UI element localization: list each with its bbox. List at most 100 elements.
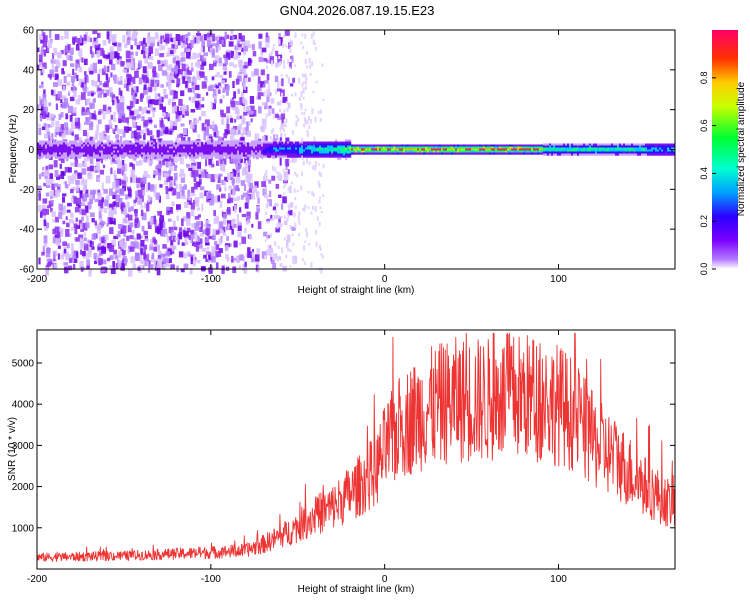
spectrogram-cell: [71, 243, 74, 251]
spectrogram-cell: [637, 153, 640, 156]
spectrogram-cell: [203, 156, 206, 159]
spectrogram-cell: [157, 250, 162, 258]
spectrogram-cell: [58, 203, 64, 211]
spectrogram-cell: [302, 81, 305, 85]
spectrogram-cell: [157, 142, 160, 145]
spectrogram-cell: [97, 142, 100, 145]
spectrogram-cell: [465, 144, 468, 147]
spectrogram-cell: [274, 241, 277, 246]
spectrogram-cell: [223, 152, 226, 155]
spectrogram-cell: [168, 83, 172, 90]
spectrogram-cell: [307, 141, 310, 144]
spectrogram-cell: [243, 152, 246, 155]
spectrogram-cell: [355, 152, 358, 155]
spectrogram-cell: [197, 156, 200, 159]
spectrogram-cell: [43, 219, 47, 227]
spectrogram-cell: [129, 148, 132, 151]
spectrogram-cell: [45, 192, 50, 197]
spectrogram-cell: [439, 148, 442, 151]
spectrogram-cell: [40, 103, 46, 111]
spectrogram-cell: [315, 141, 318, 144]
spectrogram-cell: [55, 148, 58, 151]
spectrogram-cell: [264, 173, 267, 180]
spectrogram-cell: [37, 185, 42, 189]
spectrogram-cell: [177, 146, 180, 149]
spectrogram-cell: [162, 159, 166, 166]
spectrogram-cell: [59, 156, 62, 159]
spectrogram-cell: [282, 168, 285, 172]
spectrogram-cell: [429, 150, 432, 153]
spectrogram-cell: [163, 154, 166, 157]
spectrogram-cell: [187, 150, 190, 153]
spectrogram-cell: [182, 229, 186, 237]
spectrogram-cell: [120, 61, 125, 67]
spectrogram-cell: [81, 142, 84, 145]
spectrogram-cell: [311, 149, 314, 152]
snr-background: [37, 330, 675, 569]
spectrogram-cell: [189, 156, 192, 159]
spectrogram-cell: [217, 144, 220, 147]
spectrogram-cell: [86, 108, 90, 115]
spectrogram-cell: [121, 150, 124, 153]
spectrogram-cell: [165, 71, 169, 78]
spectrogram-cell: [124, 78, 128, 84]
spectrogram-cell: [349, 139, 352, 142]
spectrogram-cell: [132, 97, 137, 103]
spectrogram-cell: [78, 48, 83, 56]
spectrogram-cell: [222, 217, 227, 225]
spectrogram-cell: [259, 152, 262, 155]
spectrogram-cell: [171, 140, 174, 143]
spectrogram-cell: [99, 148, 102, 151]
spectrogram-cell: [295, 155, 298, 158]
spectrogram-cell: [335, 139, 338, 142]
spectrogram-cell: [101, 246, 106, 254]
spectrogram-cell: [264, 239, 267, 242]
spectrogram-cell: [213, 144, 216, 147]
spectrogram-cell: [203, 146, 206, 149]
spectrogram-cell: [489, 144, 492, 147]
spectrogram-cell: [49, 148, 52, 151]
spectrogram-cell: [185, 146, 188, 149]
spectrogram-cell: [323, 141, 326, 144]
spectrogram-cell: [203, 133, 206, 141]
spectrogram-cell: [184, 231, 189, 237]
spectrogram-cell: [143, 244, 148, 250]
spectrogram-cell: [261, 142, 264, 145]
spectrogram-cell: [341, 141, 344, 144]
spectrogram-cell: [653, 149, 656, 152]
spectrogram-cell: [97, 119, 102, 125]
spectrogram-cell: [565, 153, 568, 156]
spectrogram-cell: [136, 183, 140, 189]
spectrogram-cell: [60, 36, 64, 40]
spectrogram-cell: [559, 151, 562, 154]
spectrogram-cell: [81, 144, 84, 147]
spectrogram-cell: [250, 118, 253, 123]
spectrogram-cell: [183, 252, 188, 259]
spectrogram-cell: [657, 145, 660, 148]
spectrogram-cell: [65, 154, 68, 157]
spectrogram-cell: [333, 153, 336, 156]
spectrogram-cell: [285, 158, 290, 167]
spectrogram-cell: [63, 142, 66, 145]
spectrogram-cell: [175, 106, 180, 115]
spectrogram-cell: [89, 148, 92, 151]
spectrogram-cell: [112, 194, 117, 199]
spectrogram-cell: [153, 215, 156, 221]
spectrogram-cell: [661, 149, 664, 152]
spectrogram-cell: [154, 80, 160, 84]
spectrogram-cell: [294, 196, 297, 201]
spectrogram-cell: [243, 74, 248, 78]
spectrogram-cell: [311, 145, 314, 148]
spectrogram-cell: [141, 146, 144, 149]
spectrogram-cell: [175, 144, 178, 147]
spectrogram-cell: [89, 140, 92, 143]
spectrogram-cell: [238, 33, 242, 40]
spectrogram-cell: [80, 240, 84, 246]
spectrogram-cell: [199, 154, 202, 157]
spectrogram-cell: [218, 238, 222, 245]
spectrogram-cell: [110, 221, 116, 225]
spectrogram-cell: [197, 146, 200, 149]
spectrogram-cell: [445, 148, 448, 151]
spectrogram-cell: [77, 154, 80, 157]
